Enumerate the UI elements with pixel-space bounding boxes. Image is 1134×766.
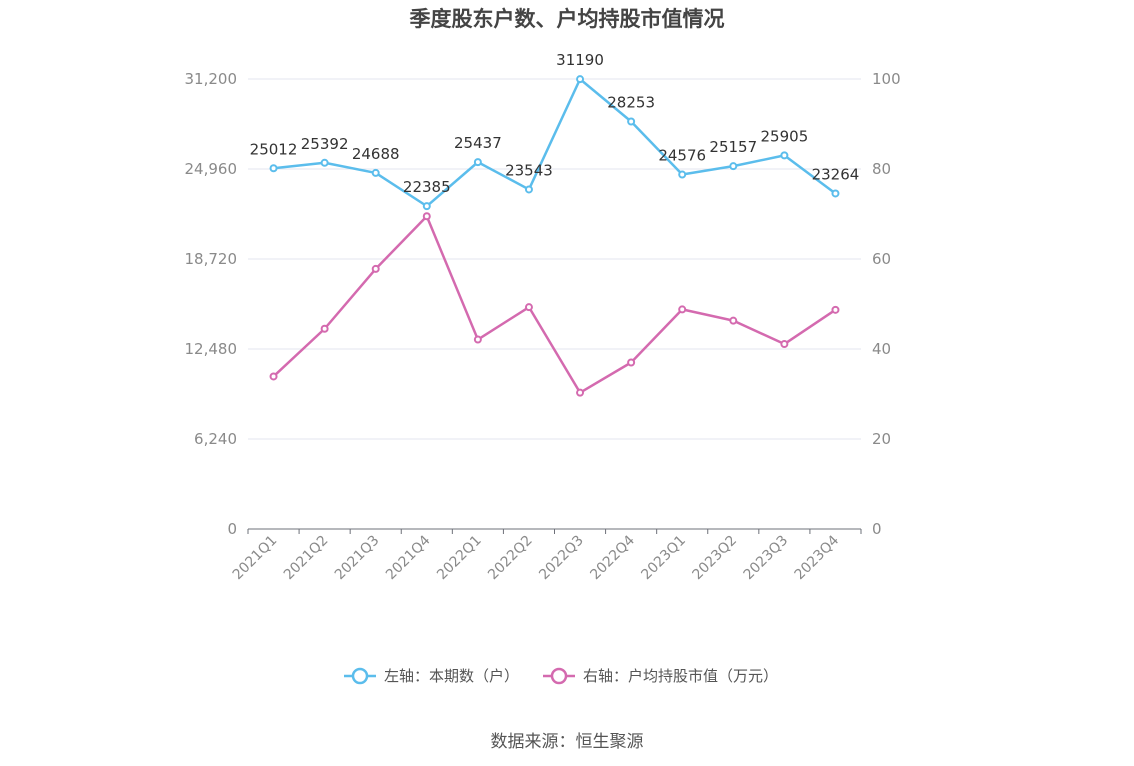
- right-axis-tick-label: 100: [872, 70, 901, 88]
- data-point[interactable]: [320, 158, 329, 167]
- right-axis-tick-label: 60: [872, 250, 891, 268]
- data-point[interactable]: [780, 151, 789, 160]
- right-axis-tick-label: 0: [872, 520, 882, 538]
- x-axis-tick-label: 2023Q3: [741, 533, 792, 584]
- data-point[interactable]: [729, 162, 738, 171]
- data-point[interactable]: [524, 185, 533, 194]
- x-axis-tick-label: 2023Q1: [638, 533, 689, 584]
- data-point[interactable]: [371, 264, 380, 273]
- data-point[interactable]: [269, 372, 278, 381]
- data-point[interactable]: [473, 335, 482, 344]
- data-point[interactable]: [422, 202, 431, 211]
- data-point[interactable]: [269, 164, 278, 173]
- data-point[interactable]: [473, 158, 482, 167]
- data-label: 23543: [505, 161, 553, 179]
- legend-item-1[interactable]: 右轴：户均持股市值（万元）: [543, 667, 778, 685]
- legend-marker-icon: [550, 667, 568, 685]
- data-point[interactable]: [678, 305, 687, 314]
- data-point[interactable]: [831, 189, 840, 198]
- legend-item-0[interactable]: 左轴：本期数（户）: [344, 667, 519, 685]
- x-axis-tick-label: 2023Q2: [690, 533, 741, 584]
- right-axis-tick-label: 40: [872, 340, 891, 358]
- data-point[interactable]: [320, 324, 329, 333]
- legend-label: 左轴：本期数（户）: [384, 667, 519, 685]
- data-label: 31190: [556, 51, 604, 69]
- data-source: 数据来源：恒生聚源: [491, 732, 644, 752]
- series-layer: [269, 75, 840, 397]
- x-axis-tick-label: 2023Q4: [792, 532, 843, 583]
- data-label: 22385: [403, 178, 451, 196]
- legend[interactable]: 左轴：本期数（户） 右轴：户均持股市值（万元）: [344, 667, 778, 685]
- left-axis-tick-label: 12,480: [185, 340, 238, 358]
- left-axis-tick-label: 0: [227, 520, 237, 538]
- left-axis-tick-label: 31,200: [185, 70, 238, 88]
- data-label: 28253: [607, 94, 655, 112]
- x-axis-tick-label: 2022Q4: [587, 532, 638, 583]
- data-label: 24688: [352, 145, 400, 163]
- x-axis-tick-label: 2021Q3: [332, 533, 383, 584]
- x-axis-tick-label: 2022Q2: [485, 533, 536, 584]
- data-point[interactable]: [627, 117, 636, 126]
- data-label: 25157: [709, 138, 757, 156]
- data-point[interactable]: [576, 388, 585, 397]
- data-point[interactable]: [422, 212, 431, 221]
- data-point[interactable]: [576, 75, 585, 84]
- data-point[interactable]: [831, 305, 840, 314]
- legend-label: 右轴：户均持股市值（万元）: [583, 667, 778, 685]
- data-label: 23264: [812, 165, 860, 183]
- data-label: 24576: [658, 147, 706, 165]
- left-axis-tick-label: 24,960: [185, 160, 238, 178]
- data-point[interactable]: [780, 340, 789, 349]
- x-axis-tick-label: 2021Q2: [281, 533, 332, 584]
- chart-title: 季度股东户数、户均持股市值情况: [410, 7, 725, 31]
- x-axis-tick-label: 2021Q4: [383, 532, 434, 583]
- legend-marker-icon: [351, 667, 369, 685]
- series-line-0: [273, 77, 837, 208]
- left-axis-tick-label: 6,240: [194, 430, 237, 448]
- right-axis-tick-label: 80: [872, 160, 891, 178]
- x-axis-tick-label: 2022Q1: [434, 533, 485, 584]
- data-label: 25392: [301, 135, 349, 153]
- data-label: 25012: [250, 140, 298, 158]
- series-line-1: [272, 215, 837, 394]
- data-point[interactable]: [371, 168, 380, 177]
- x-axis-tick-label: 2022Q3: [536, 533, 587, 584]
- right-axis-tick-label: 20: [872, 430, 891, 448]
- data-point[interactable]: [678, 170, 687, 179]
- data-label: 25905: [761, 127, 809, 145]
- data-point[interactable]: [729, 316, 738, 325]
- data-label: 25437: [454, 134, 502, 152]
- data-point[interactable]: [627, 358, 636, 367]
- data-point[interactable]: [524, 303, 533, 312]
- left-axis-tick-label: 18,720: [185, 250, 238, 268]
- x-axis-tick-label: 2021Q1: [230, 533, 281, 584]
